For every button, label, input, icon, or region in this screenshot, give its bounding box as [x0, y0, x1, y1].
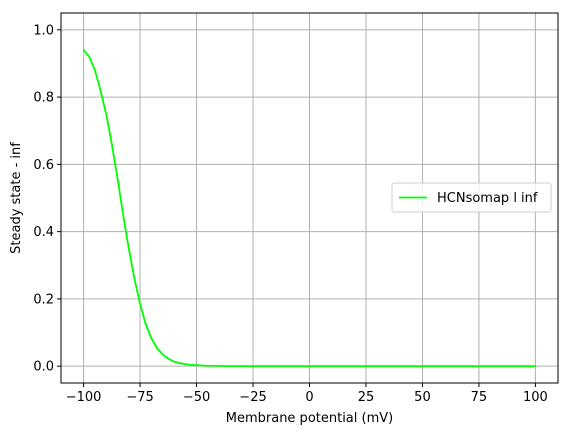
x-tick-label: −50 — [183, 390, 210, 405]
x-tick-label: 50 — [414, 390, 431, 405]
series-line — [82, 49, 537, 368]
y-tick-label: 0.0 — [33, 360, 54, 375]
series-layer — [82, 49, 537, 368]
x-tick-label: −100 — [66, 390, 102, 405]
x-tick-label: 0 — [305, 390, 313, 405]
y-tick-label: 1.0 — [33, 23, 54, 38]
x-tick-label: 25 — [358, 390, 375, 405]
legend-label: HCNsomap l inf — [437, 191, 538, 206]
x-tick-label: −25 — [239, 390, 266, 405]
x-tick-label: −75 — [126, 390, 153, 405]
y-tick-label: 0.2 — [33, 292, 54, 307]
x-axis-label: Membrane potential (mV) — [226, 411, 393, 426]
y-axis-label: Steady state - inf — [9, 142, 24, 254]
x-axis: −100 −75 −50 −25 0 25 50 75 100 — [66, 383, 548, 405]
legend-box — [391, 182, 552, 213]
y-tick-label: 0.4 — [33, 225, 54, 240]
y-tick-label: 0.8 — [33, 91, 54, 106]
x-tick-label: 75 — [471, 390, 488, 405]
y-tick-label: 0.6 — [33, 158, 54, 173]
x-tick-label: 100 — [523, 390, 548, 405]
y-axis: 0.0 0.2 0.4 0.6 0.8 1.0 — [33, 23, 61, 375]
legend: HCNsomap l inf — [391, 182, 552, 213]
